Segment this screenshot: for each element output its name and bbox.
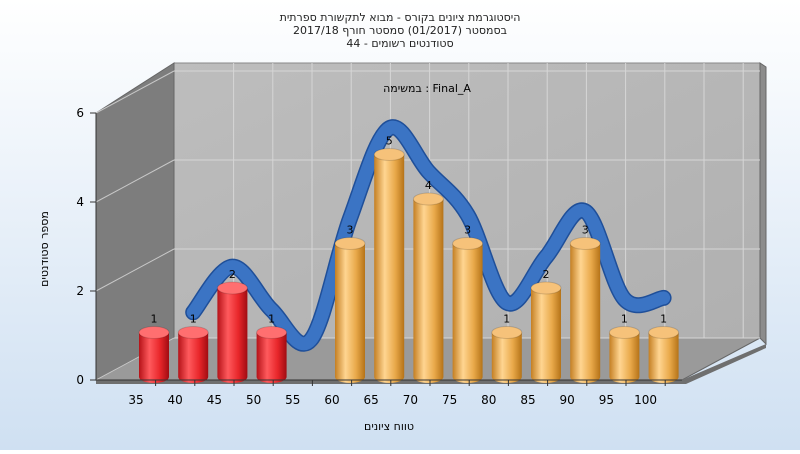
- bar-95: [608, 326, 640, 383]
- bar-cap: [334, 237, 366, 250]
- bar-body: [452, 243, 483, 383]
- bar-85: [530, 281, 562, 383]
- bar-body: [374, 154, 405, 383]
- bar-cap: [491, 326, 523, 339]
- bar-value-label: 1: [503, 313, 510, 326]
- bar-value-label: 1: [190, 313, 197, 326]
- bar-cap: [569, 237, 601, 250]
- bar-cap: [177, 326, 209, 339]
- x-axis-title: טווח ציונים: [364, 420, 414, 433]
- bar-body: [217, 288, 248, 383]
- bar-body: [531, 288, 561, 383]
- bar-cap: [216, 281, 248, 295]
- bar-body: [413, 199, 444, 383]
- bar-body: [178, 332, 209, 383]
- bar-body: [256, 332, 287, 383]
- trend-ribbon: [186, 120, 671, 351]
- bar-40: [177, 326, 209, 383]
- chart-subtitle: במשימה : Final_A: [383, 82, 471, 95]
- x-tick-label: 65: [364, 393, 379, 407]
- bar-body: [335, 243, 365, 383]
- x-tick-label: 50: [246, 393, 261, 407]
- bar-35: [138, 326, 170, 383]
- bar-cap: [608, 326, 640, 339]
- gridline-left-wall: [95, 159, 175, 203]
- bar-cap: [373, 148, 405, 161]
- bar-value-label: 1: [660, 313, 667, 326]
- bar-value-label: 5: [386, 135, 393, 148]
- x-tick-label: 35: [128, 393, 143, 407]
- bar-value-label: 2: [543, 268, 550, 281]
- y-axis-title: מספר סטודנטים: [38, 211, 51, 287]
- x-tick-label: 40: [168, 393, 183, 407]
- bar-65: [373, 148, 405, 383]
- bar-cap: [452, 237, 484, 250]
- y-tick-label: 0: [76, 373, 84, 387]
- x-tick-label: 85: [520, 393, 535, 407]
- x-tick-label: 60: [324, 393, 339, 407]
- gridline-left-wall: [95, 248, 175, 292]
- bar-100: [648, 326, 680, 383]
- bar-cap: [138, 326, 170, 339]
- x-tick-label: 45: [207, 393, 222, 407]
- x-tick-label: 55: [285, 393, 300, 407]
- bar-80: [491, 326, 523, 383]
- bar-value-label: 1: [268, 313, 275, 326]
- bar-body: [570, 243, 601, 383]
- bar-cap: [412, 192, 444, 206]
- right-wall: [759, 62, 767, 346]
- x-tick-label: 80: [481, 393, 496, 407]
- bar-value-label: 2: [229, 268, 236, 281]
- axes: [90, 112, 682, 386]
- bar-body: [609, 332, 640, 383]
- bar-value-label: 3: [464, 224, 471, 237]
- bar-body: [648, 332, 679, 383]
- bar-45: [216, 281, 248, 383]
- bar-cap: [256, 326, 288, 339]
- bar-75: [452, 237, 484, 383]
- bar-cap: [648, 326, 680, 339]
- y-tick-label: 4: [76, 195, 84, 209]
- bar-value-label: 4: [425, 179, 432, 192]
- gridline-left-wall: [95, 70, 175, 114]
- bar-body: [491, 332, 522, 383]
- x-tick-label: 90: [560, 393, 575, 407]
- bar-value-label: 1: [621, 313, 628, 326]
- chart-title-line-3: סטודנטים רשומים - 44: [346, 37, 454, 50]
- chart-title-line-2: בסמסטר (01/2017) סמסטר חורף 2017/18: [293, 24, 507, 37]
- bar-value-label: 3: [347, 224, 354, 237]
- x-tick-label: 75: [442, 393, 457, 407]
- bar-value-label: 3: [582, 224, 589, 237]
- bar-cap: [530, 281, 562, 295]
- chart-title-line-1: היסטוגרמת ציונים בקורס - מבוא לתקשורת ספ…: [279, 11, 521, 24]
- x-tick-label: 70: [403, 393, 418, 407]
- bar-body: [139, 332, 169, 383]
- bars: [138, 148, 680, 383]
- y-tick-label: 2: [76, 284, 84, 298]
- bar-70: [412, 192, 444, 383]
- bar-50: [256, 326, 288, 383]
- bar-90: [569, 237, 601, 383]
- bar-value-label: 1: [151, 313, 158, 326]
- y-tick-label: 6: [76, 106, 84, 120]
- x-tick-label: 100: [634, 393, 657, 407]
- trend-curve: [185, 119, 672, 352]
- x-tick-label: 95: [599, 393, 614, 407]
- bar-60: [334, 237, 366, 383]
